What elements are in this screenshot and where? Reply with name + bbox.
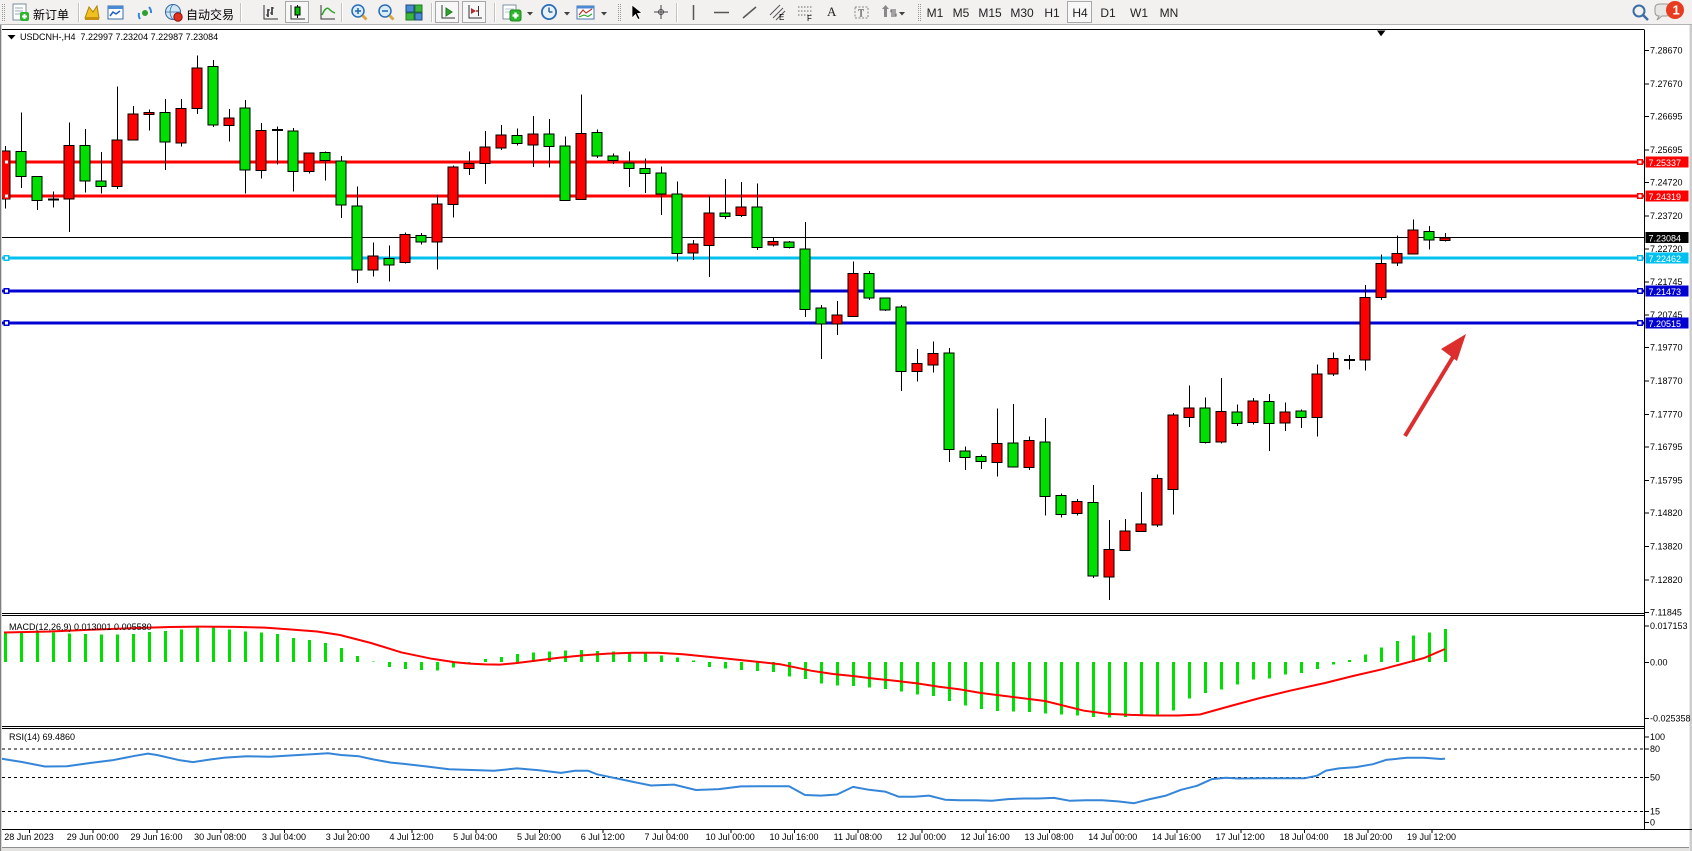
svg-text:14 Jul 16:00: 14 Jul 16:00 [1152,832,1201,842]
svg-text:29 Jun 16:00: 29 Jun 16:00 [130,832,182,842]
svg-text:15: 15 [1650,807,1660,817]
svg-text:12 Jul 16:00: 12 Jul 16:00 [961,832,1010,842]
svg-text:80: 80 [1650,744,1660,754]
svg-text:7.12820: 7.12820 [1650,575,1683,585]
svg-text:7.21745: 7.21745 [1650,277,1683,287]
svg-text:4 Jul 12:00: 4 Jul 12:00 [389,832,433,842]
svg-text:7 Jul 04:00: 7 Jul 04:00 [644,832,688,842]
svg-text:7.20745: 7.20745 [1650,310,1683,320]
svg-text:5 Jul 20:00: 5 Jul 20:00 [517,832,561,842]
svg-text:19 Jul 12:00: 19 Jul 12:00 [1407,832,1456,842]
svg-text:7.27670: 7.27670 [1650,79,1683,89]
svg-text:14 Jul 00:00: 14 Jul 00:00 [1088,832,1137,842]
svg-text:3 Jul 20:00: 3 Jul 20:00 [326,832,370,842]
svg-text:0.017153: 0.017153 [1650,621,1688,631]
svg-text:7.14820: 7.14820 [1650,508,1683,518]
svg-text:7.22462: 7.22462 [1649,254,1682,264]
svg-text:0: 0 [1650,818,1655,828]
svg-text:12 Jul 00:00: 12 Jul 00:00 [897,832,946,842]
svg-text:RSI(14) 69.4860: RSI(14) 69.4860 [9,732,75,742]
svg-text:T: T [858,9,864,20]
svg-text:7.26695: 7.26695 [1650,112,1683,122]
svg-text:5 Jul 04:00: 5 Jul 04:00 [453,832,497,842]
svg-text:29 Jun 00:00: 29 Jun 00:00 [67,832,119,842]
svg-text:7.24319: 7.24319 [1649,192,1682,202]
svg-text:10 Jul 16:00: 10 Jul 16:00 [769,832,818,842]
svg-text:18 Jul 04:00: 18 Jul 04:00 [1279,832,1328,842]
svg-text:7.21473: 7.21473 [1649,287,1682,297]
svg-text:1: 1 [1673,3,1680,18]
svg-text:7.16795: 7.16795 [1650,442,1683,452]
svg-text:F: F [807,14,812,23]
svg-text:0.00: 0.00 [1650,658,1668,668]
svg-text:USDCNH-,H4 7.22997 7.23204 7.: USDCNH-,H4 7.22997 7.23204 7.22987 7.230… [20,32,218,42]
svg-text:7.25337: 7.25337 [1649,158,1682,168]
svg-text:7.17770: 7.17770 [1650,410,1683,420]
svg-text:7.18770: 7.18770 [1650,376,1683,386]
svg-text:10 Jul 00:00: 10 Jul 00:00 [706,832,755,842]
svg-text:28 Jun 2023: 28 Jun 2023 [4,832,54,842]
svg-text:6 Jul 12:00: 6 Jul 12:00 [581,832,625,842]
svg-text:11 Jul 08:00: 11 Jul 08:00 [834,832,882,842]
svg-text:7.23084: 7.23084 [1649,234,1682,244]
svg-text:50: 50 [1650,773,1660,783]
svg-text:7.24720: 7.24720 [1650,177,1683,187]
svg-text:7.28670: 7.28670 [1650,46,1683,56]
svg-text:17 Jul 12:00: 17 Jul 12:00 [1216,832,1265,842]
svg-text:18 Jul 20:00: 18 Jul 20:00 [1343,832,1392,842]
svg-text:7.23720: 7.23720 [1650,211,1683,221]
svg-text:100: 100 [1650,732,1665,742]
svg-text:3 Jul 04:00: 3 Jul 04:00 [262,832,306,842]
svg-text:13 Jul 08:00: 13 Jul 08:00 [1024,832,1073,842]
svg-text:-0.025358: -0.025358 [1650,714,1691,724]
svg-text:7.15795: 7.15795 [1650,476,1683,486]
svg-text:7.19770: 7.19770 [1650,343,1683,353]
svg-text:7.22720: 7.22720 [1650,244,1683,254]
svg-text:7.11845: 7.11845 [1650,607,1682,617]
svg-text:7.20515: 7.20515 [1649,319,1682,329]
svg-text:E: E [779,13,784,22]
svg-text:7.25695: 7.25695 [1650,145,1683,155]
svg-text:30 Jun 08:00: 30 Jun 08:00 [194,832,246,842]
svg-text:7.13820: 7.13820 [1650,541,1683,551]
svg-text:MACD(12,26,9) 0.013001 0.00558: MACD(12,26,9) 0.013001 0.005580 [9,622,152,632]
